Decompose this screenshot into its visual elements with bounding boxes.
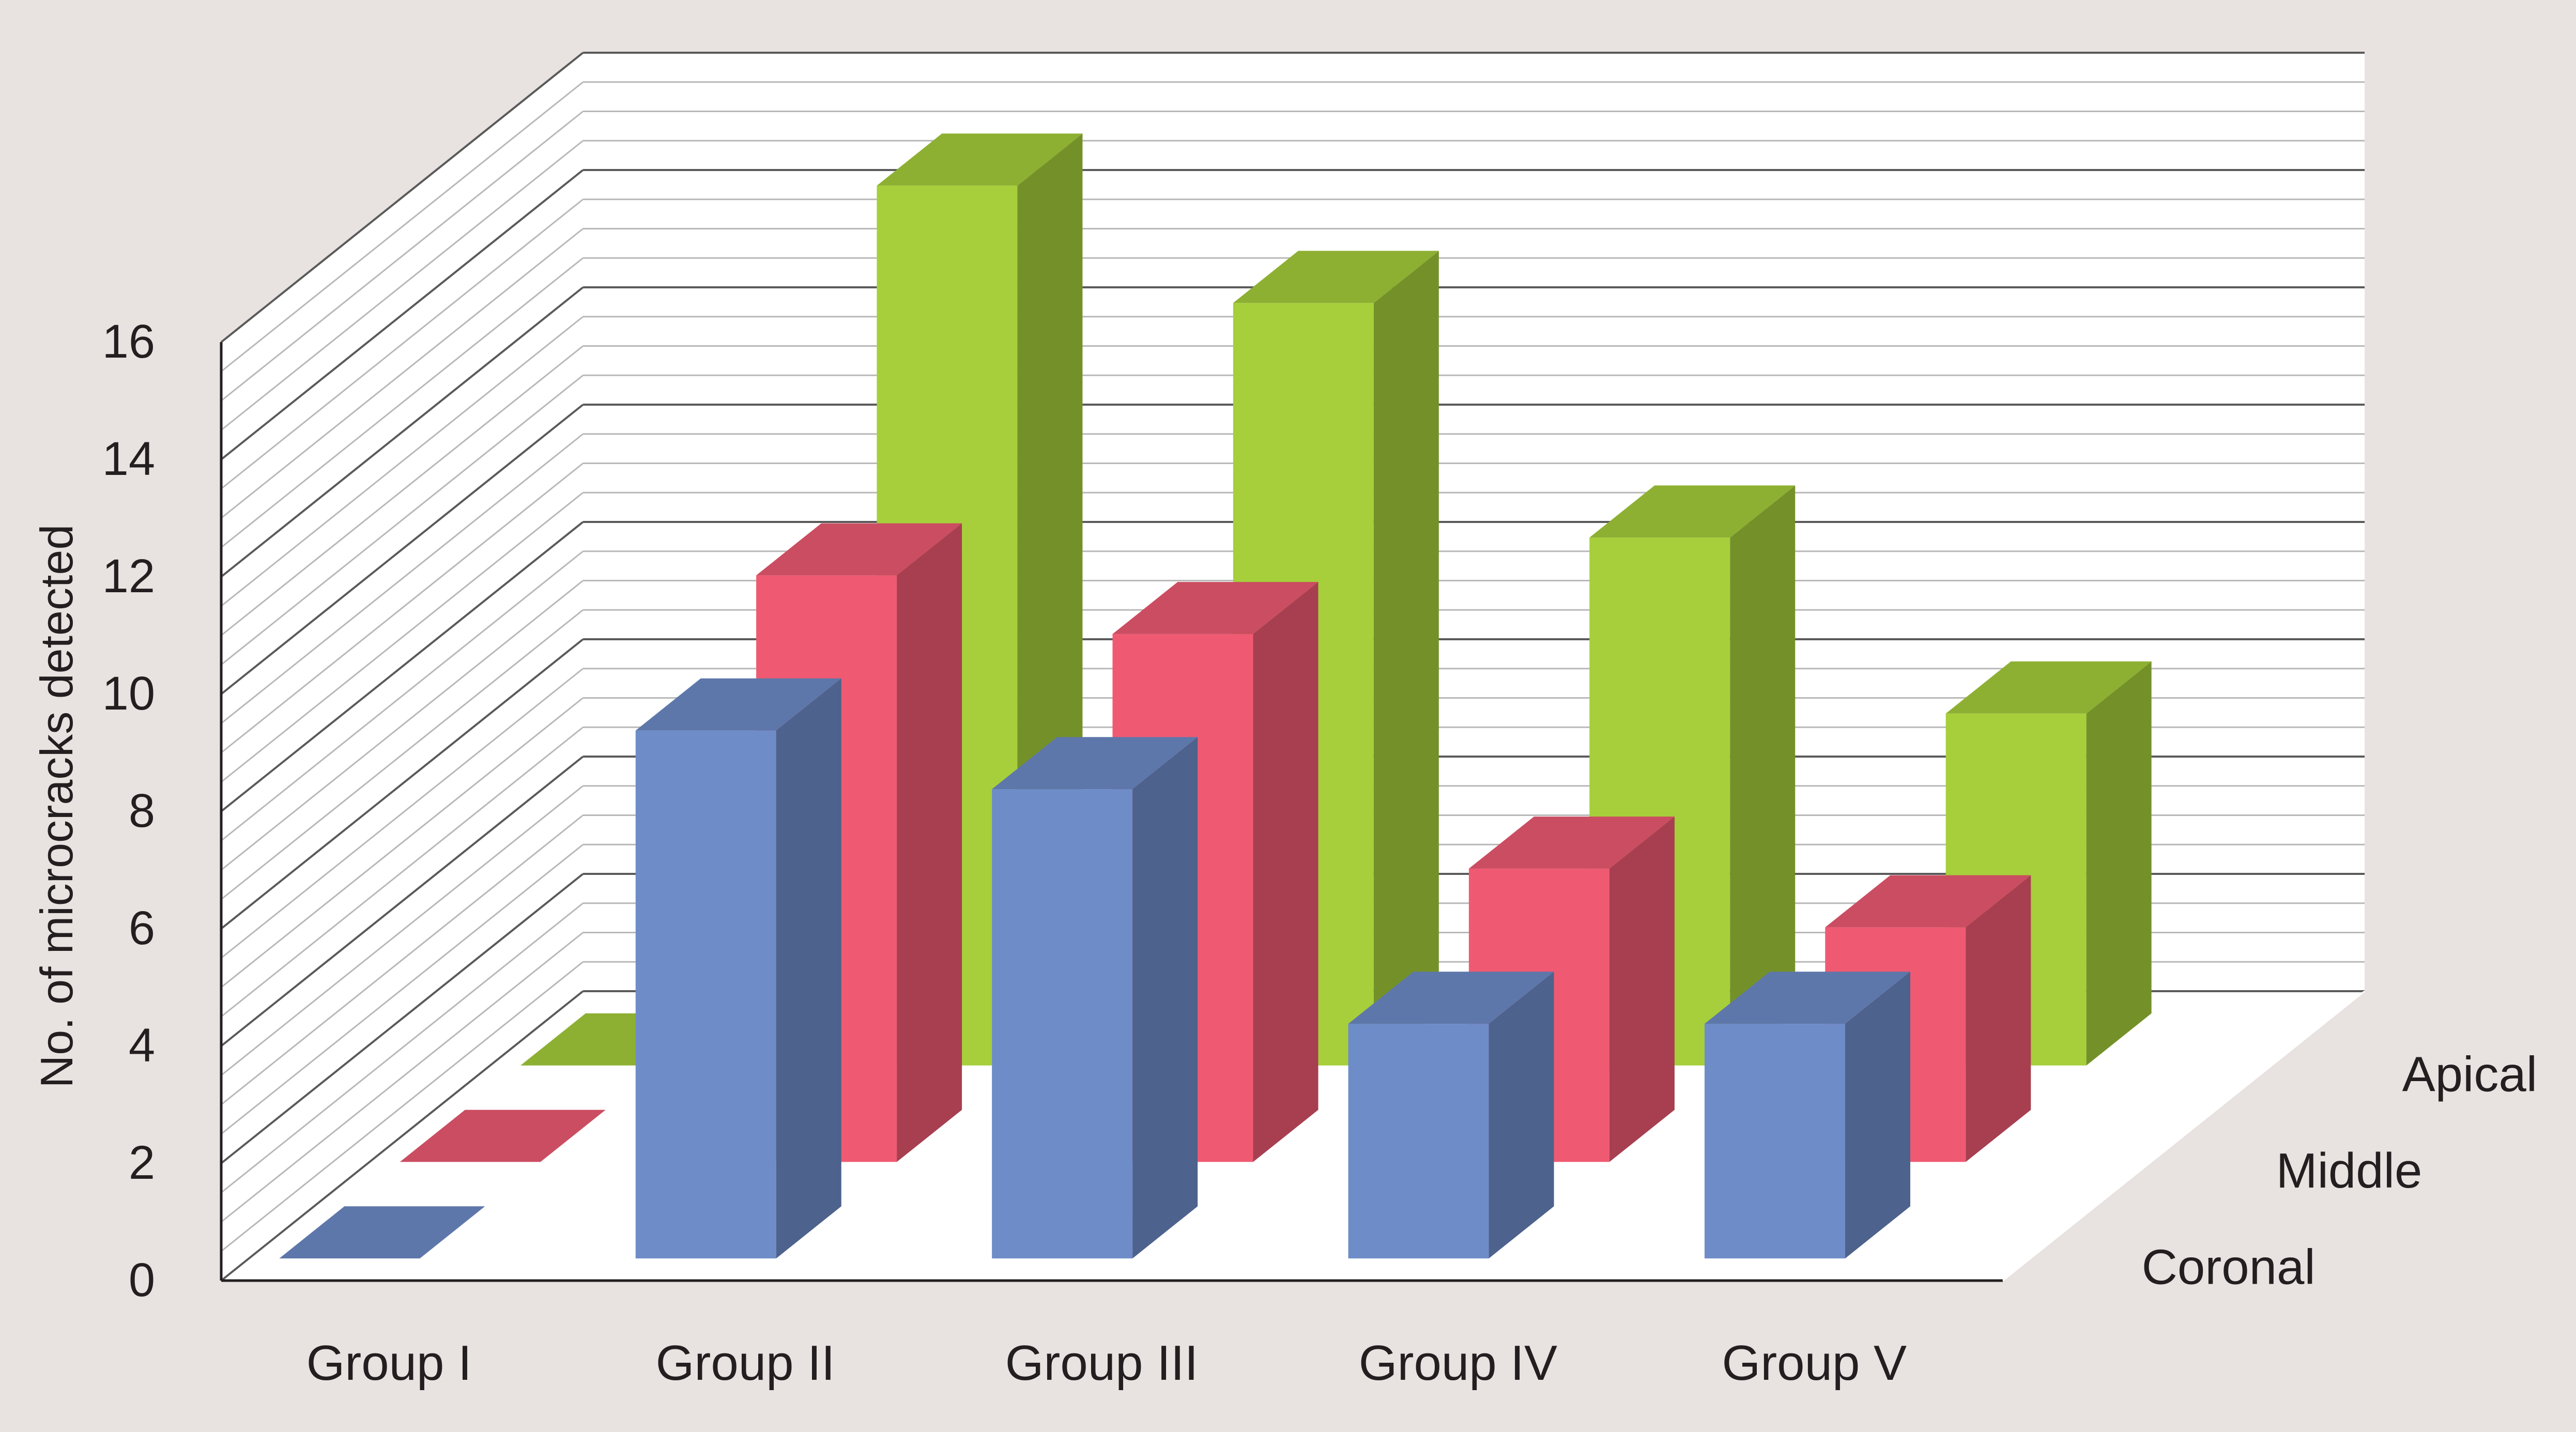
bar-coronal-3	[992, 737, 1198, 1259]
bar-middle-1	[400, 1110, 606, 1162]
series-label-apical: Apical	[2402, 1046, 2537, 1102]
bar-top	[1945, 661, 2152, 714]
x-tick-label: Group IV	[1359, 1335, 1557, 1391]
gridline-side	[221, 375, 584, 666]
gridline-side	[221, 433, 584, 724]
gridline-side	[221, 140, 584, 431]
gridline-side	[221, 727, 584, 1018]
x-tick-label: Group V	[1722, 1335, 1907, 1391]
gridline-side	[221, 902, 584, 1193]
y-tick-label: 10	[102, 667, 155, 720]
bar-front	[992, 789, 1133, 1259]
y-tick-label: 2	[129, 1136, 155, 1189]
y-tick-label: 12	[102, 550, 155, 603]
y-tick-label: 16	[102, 315, 155, 368]
y-tick-label: 14	[102, 433, 155, 485]
bar-top	[1233, 251, 1439, 303]
gridline-side	[220, 52, 584, 343]
y-tick-label: 0	[129, 1254, 155, 1306]
bar-top	[992, 737, 1198, 790]
bar-front	[1348, 1024, 1489, 1259]
gridline-side	[221, 814, 584, 1105]
gridline-side	[221, 111, 584, 402]
depth-axis-line	[2002, 990, 2365, 1282]
gridline-side	[221, 961, 584, 1252]
bar-coronal-1	[279, 1206, 485, 1259]
x-axis-ticks: Group I Group II Group III Group IV Group V	[306, 1335, 1907, 1391]
bar-front	[1704, 1024, 1845, 1259]
bar-top	[1704, 972, 1910, 1024]
series-label-middle: Middle	[2276, 1143, 2422, 1198]
gridline-side	[221, 609, 584, 900]
bar-top	[1348, 972, 1554, 1024]
series-depth-labels: Coronal Middle Apical	[2142, 1046, 2537, 1295]
gridline-side	[221, 463, 584, 753]
y-tick-label: 6	[129, 902, 155, 954]
bar-top	[1112, 582, 1318, 634]
gridline-side	[221, 257, 584, 548]
gridline-side	[220, 169, 584, 460]
x-tick-label: Group III	[1005, 1335, 1199, 1391]
x-tick-label: Group II	[656, 1335, 835, 1391]
y-tick-label: 4	[129, 1019, 155, 1072]
bar-side	[1730, 485, 1796, 1066]
bar-side	[776, 678, 841, 1259]
gridline-side	[220, 521, 584, 812]
bar-top	[1589, 485, 1796, 538]
gridline-side	[221, 932, 584, 1223]
bar-front	[635, 730, 776, 1259]
bar-top	[1468, 817, 1675, 869]
gridline-side	[220, 990, 584, 1282]
gridline-side	[221, 550, 584, 841]
bar-side	[1489, 972, 1554, 1259]
bar-top	[279, 1206, 485, 1259]
y-axis-ticks: 0 2 4 6 8 10 12 14 16	[102, 315, 155, 1306]
bar-side	[2086, 661, 2152, 1066]
gridline-side	[221, 492, 584, 783]
bar-side	[1966, 875, 2031, 1162]
bar-top	[400, 1110, 606, 1162]
gridline-side	[221, 198, 584, 489]
gridline-side	[220, 286, 584, 578]
bar-side	[1253, 582, 1318, 1162]
gridline-side	[221, 316, 584, 607]
bar-side	[1373, 251, 1439, 1066]
gridline-side	[220, 404, 584, 695]
y-tick-label: 8	[129, 784, 155, 837]
gridline-side	[220, 756, 584, 1047]
bar-side	[1132, 737, 1198, 1259]
bar-top	[635, 678, 841, 731]
gridline-side	[220, 638, 584, 930]
bar-side	[897, 523, 962, 1162]
gridline-side	[221, 785, 584, 1076]
gridline-side	[221, 697, 584, 988]
bar-side	[1845, 972, 1910, 1259]
gridline-side	[221, 345, 584, 636]
bar-side	[1609, 817, 1675, 1162]
bars	[279, 133, 2152, 1259]
y-axis-label: No. of microcracks detected	[31, 525, 82, 1088]
series-label-coronal: Coronal	[2142, 1240, 2316, 1295]
gridline-side	[220, 873, 584, 1164]
bar-top	[1825, 875, 2031, 928]
bar-coronal-2	[635, 678, 841, 1259]
gridline-side	[221, 228, 584, 519]
gridline-side	[221, 81, 584, 372]
bar-coronal-4	[1348, 972, 1554, 1259]
gridline-side	[221, 844, 584, 1135]
bar-top	[756, 523, 962, 576]
gridline-side	[221, 580, 584, 871]
x-tick-label: Group I	[306, 1335, 472, 1391]
bar-coronal-5	[1704, 972, 1910, 1259]
bar-top	[877, 133, 1083, 186]
gridline-side	[221, 668, 584, 959]
